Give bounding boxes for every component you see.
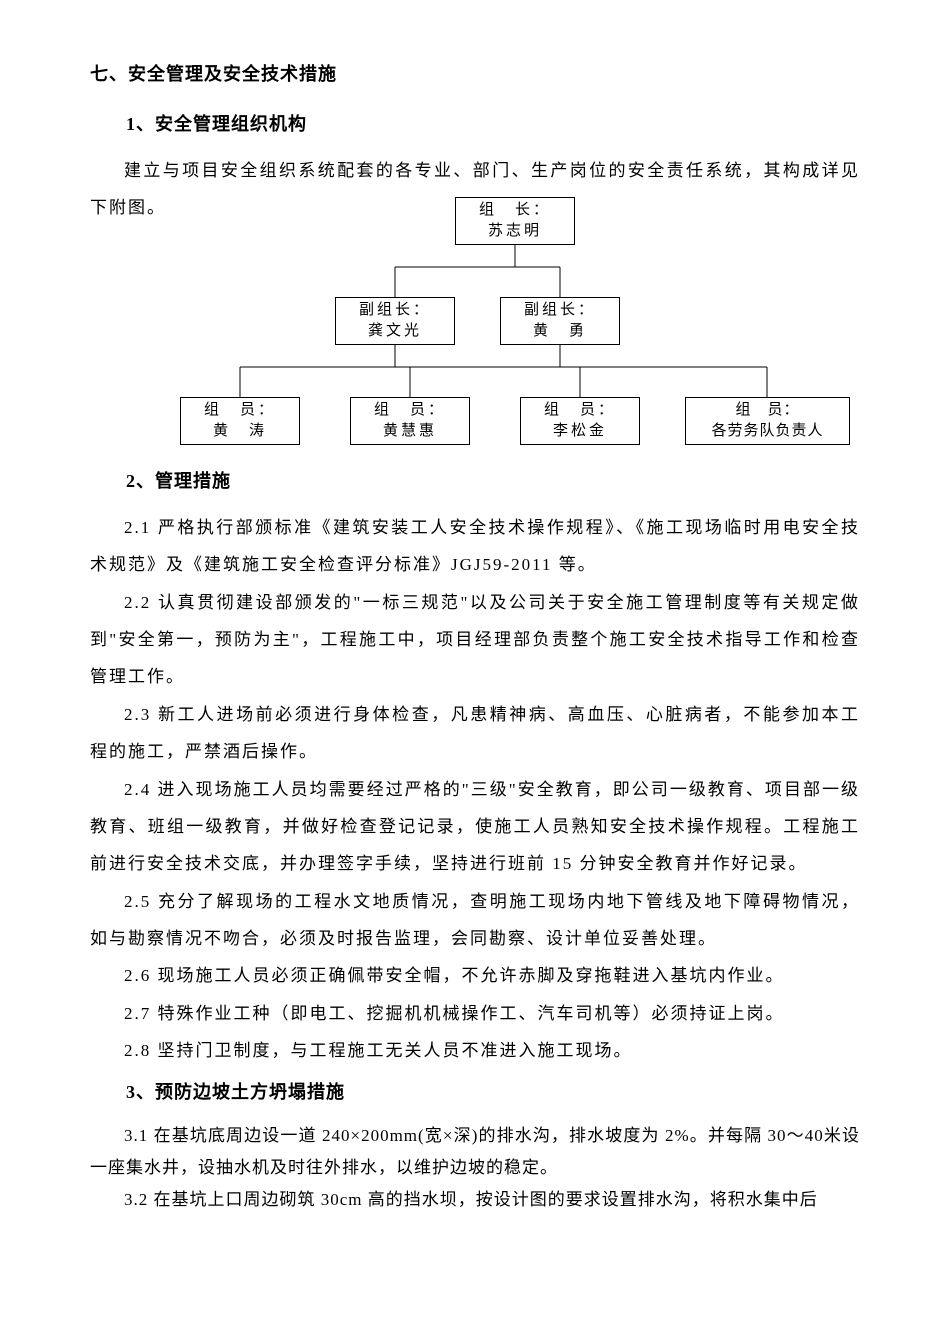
node-line: 组 员： [181,400,299,421]
p2-3: 2.3 新工人进场前必须进行身体检查，凡患精神病、高血压、心脏病者，不能参加本工… [90,696,860,771]
node-deputy-right: 副组长： 黄 勇 [500,297,620,345]
sub1-title: 1、安全管理组织机构 [90,110,860,136]
p3-1: 3.1 在基坑底周边设一道 240×200mm(宽×深)的排水沟，排水坡度为 2… [90,1120,860,1185]
section-title: 七、安全管理及安全技术措施 [90,60,860,86]
org-chart: 组 长： 苏志明 副组长： 龚文光 副组长： 黄 勇 组 员： 黄 涛 组 员：… [150,197,870,447]
node-line: 副组长： [501,300,619,321]
node-leader: 组 长： 苏志明 [455,197,575,245]
p2-1: 2.1 严格执行部颁标准《建筑安装工人安全技术操作规程》、《施工现场临时用电安全… [90,509,860,584]
node-line: 黄慧惠 [351,421,469,442]
sub3-title: 3、预防边坡土方坍塌措施 [90,1078,860,1104]
node-line: 李松金 [521,421,639,442]
p2-8: 2.8 坚持门卫制度，与工程施工无关人员不准进入施工现场。 [90,1032,860,1069]
p3-2: 3.2 在基坑上口周边砌筑 30cm 高的挡水坝，按设计图的要求设置排水沟，将积… [90,1184,860,1216]
node-line: 苏志明 [456,221,574,242]
node-line: 组 员： [521,400,639,421]
node-member-2: 组 员： 黄慧惠 [350,397,470,445]
p2-2: 2.2 认真贯彻建设部颁发的"一标三规范"以及公司关于安全施工管理制度等有关规定… [90,584,860,696]
node-member-3: 组 员： 李松金 [520,397,640,445]
node-member-1: 组 员： 黄 涛 [180,397,300,445]
node-member-4: 组 员： 各劳务队负责人 [685,397,850,445]
node-line: 副组长： [336,300,454,321]
node-line: 龚文光 [336,321,454,342]
node-line: 组 长： [456,200,574,221]
node-line: 组 员： [686,400,849,421]
node-line: 各劳务队负责人 [686,421,849,442]
node-deputy-left: 副组长： 龚文光 [335,297,455,345]
node-line: 黄 勇 [501,321,619,342]
p2-6: 2.6 现场施工人员必须正确佩带安全帽，不允许赤脚及穿拖鞋进入基坑内作业。 [90,957,860,994]
p2-5: 2.5 充分了解现场的工程水文地质情况，查明施工现场内地下管线及地下障碍物情况，… [90,883,860,958]
node-line: 黄 涛 [181,421,299,442]
p2-7: 2.7 特殊作业工种（即电工、挖掘机机械操作工、汽车司机等）必须持证上岗。 [90,995,860,1032]
sub2-title: 2、管理措施 [90,467,860,493]
p2-4: 2.4 进入现场施工人员均需要经过严格的"三级"安全教育，即公司一级教育、项目部… [90,771,860,883]
node-line: 组 员： [351,400,469,421]
